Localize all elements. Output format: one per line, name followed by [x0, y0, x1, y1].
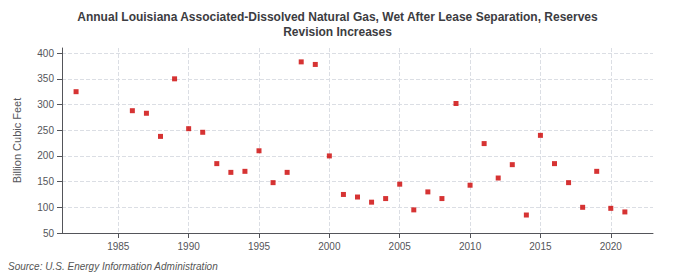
svg-text:50: 50 [43, 228, 55, 239]
svg-text:1995: 1995 [248, 241, 271, 252]
svg-text:Revision Increases: Revision Increases [283, 25, 392, 39]
svg-text:Source: U.S. Energy Informatio: Source: U.S. Energy Information Administ… [8, 261, 218, 272]
svg-text:400: 400 [37, 48, 54, 59]
svg-text:1985: 1985 [107, 241, 130, 252]
svg-text:2005: 2005 [389, 241, 412, 252]
svg-text:2020: 2020 [600, 241, 623, 252]
svg-text:Billion Cubic Feet: Billion Cubic Feet [11, 98, 23, 184]
svg-text:2000: 2000 [318, 241, 341, 252]
svg-text:200: 200 [37, 150, 54, 161]
svg-text:350: 350 [37, 73, 54, 84]
svg-text:Annual Louisiana Associated-Di: Annual Louisiana Associated-Dissolved Na… [77, 10, 598, 24]
svg-text:2015: 2015 [529, 241, 552, 252]
svg-text:150: 150 [37, 176, 54, 187]
svg-text:300: 300 [37, 99, 54, 110]
svg-text:100: 100 [37, 202, 54, 213]
svg-text:1990: 1990 [178, 241, 201, 252]
svg-text:250: 250 [37, 125, 54, 136]
svg-text:2010: 2010 [459, 241, 482, 252]
